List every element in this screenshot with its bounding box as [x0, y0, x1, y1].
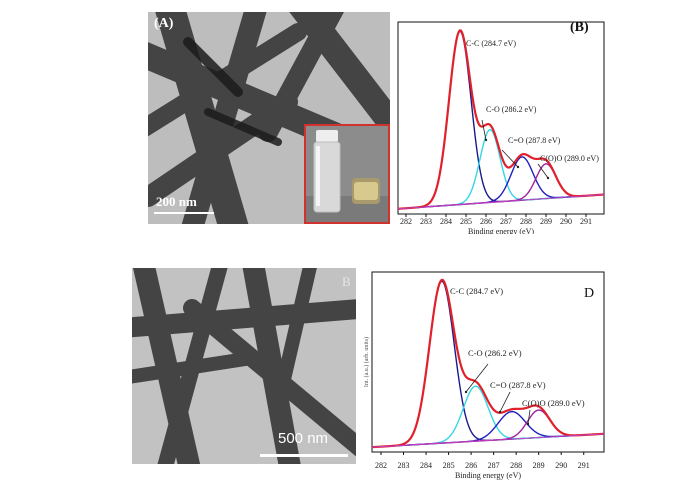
panel-label-d: D — [584, 286, 595, 301]
annotation-arrowhead — [484, 138, 488, 142]
x-tick-label: 286 — [465, 461, 477, 470]
panel-label-b-tem: B — [342, 274, 351, 289]
annotation-arrow — [527, 409, 531, 425]
peak-label: C(O)O (289.0 eV) — [540, 154, 599, 163]
annotation-arrowhead — [516, 165, 520, 169]
peak-label: C=O (287.8 eV) — [508, 136, 561, 145]
peak-label: C=O (287.8 eV) — [490, 380, 546, 390]
x-tick-label: 289 — [533, 461, 545, 470]
plot-frame — [397, 21, 605, 215]
x-tick-label: 287 — [488, 461, 500, 470]
peak-label: C-C (284.7 eV) — [450, 286, 503, 296]
annotation-arrow — [499, 391, 511, 413]
x-tick-label: 289 — [540, 217, 552, 226]
x-tick-label: 282 — [375, 461, 387, 470]
x-tick-label: 291 — [578, 461, 590, 470]
vial-photo — [306, 126, 388, 222]
peak-label: C-O (286.2 eV) — [486, 105, 537, 114]
xps-svg-top: 282 283 284 285 286 287 288 289 290 291 Binding en… — [397, 21, 605, 234]
x-axis-label: Binding energy (eV) — [468, 227, 534, 234]
panel-label-a: (A) — [154, 16, 174, 31]
nanofiber-texture-a — [148, 12, 392, 224]
xps-svg-bottom: 282 283 284 285 286 287 288 289 290 291 Binding en… — [363, 271, 605, 480]
annotation-arrowhead — [526, 422, 530, 426]
annotation-arrowhead — [498, 410, 502, 414]
envelope-curve — [371, 278, 605, 449]
y-axis-label: Int. (a.u.) (arb. units) — [363, 337, 370, 387]
peak-label: C(O)O (289.0 eV) — [522, 398, 585, 408]
scale-bar-a — [154, 212, 214, 214]
annotation-arrow — [537, 163, 549, 179]
peak-label: C-C (284.7 eV) — [466, 39, 516, 48]
x-tick-label: 284 — [420, 461, 432, 470]
x-tick-label: 290 — [555, 461, 567, 470]
annotation-arrow — [481, 119, 487, 141]
tem-image-b: B 500 nm — [132, 268, 356, 464]
envelope-curve — [397, 29, 605, 210]
peak-curve — [371, 385, 605, 448]
annotation-arrowhead — [546, 176, 550, 180]
annotation-arrowhead — [464, 390, 468, 394]
x-tick-label: 282 — [400, 217, 412, 226]
x-tick-label: 288 — [510, 461, 522, 470]
x-tick-label: 284 — [440, 217, 452, 226]
plot-frame — [371, 271, 605, 453]
x-tick-label: 285 — [460, 217, 472, 226]
inset-photo — [304, 124, 390, 224]
peak-curve — [397, 30, 605, 210]
scale-label-b: 500 nm — [278, 430, 329, 447]
nanofiber-texture-b — [132, 268, 356, 464]
x-tick-label: 287 — [500, 217, 512, 226]
background-line — [371, 433, 605, 448]
annotation-arrow — [501, 149, 519, 168]
background-line — [397, 194, 605, 210]
x-tick-label: 291 — [580, 217, 592, 226]
x-tick-label: 286 — [480, 217, 492, 226]
xps-chart-bottom: 282 283 284 285 286 287 288 289 290 291 Binding en… — [360, 264, 610, 484]
scale-label-a: 200 nm — [156, 194, 197, 209]
x-tick-label: 290 — [560, 217, 572, 226]
x-tick-label: 283 — [398, 461, 410, 470]
annotation-arrow — [465, 363, 489, 393]
scale-bar-b — [260, 454, 348, 457]
panel-label-b-xps: (B) — [570, 20, 589, 35]
x-axis-label: Binding energy (eV) — [455, 471, 521, 480]
xps-chart-top: 282 283 284 285 286 287 288 289 290 291 Binding en… — [390, 12, 612, 234]
tem-image-a: (A) 200 nm — [148, 12, 392, 224]
x-tick-label: 285 — [443, 461, 455, 470]
peak-label: C-O (286.2 eV) — [468, 348, 522, 358]
x-tick-label: 288 — [520, 217, 532, 226]
x-tick-label: 283 — [420, 217, 432, 226]
